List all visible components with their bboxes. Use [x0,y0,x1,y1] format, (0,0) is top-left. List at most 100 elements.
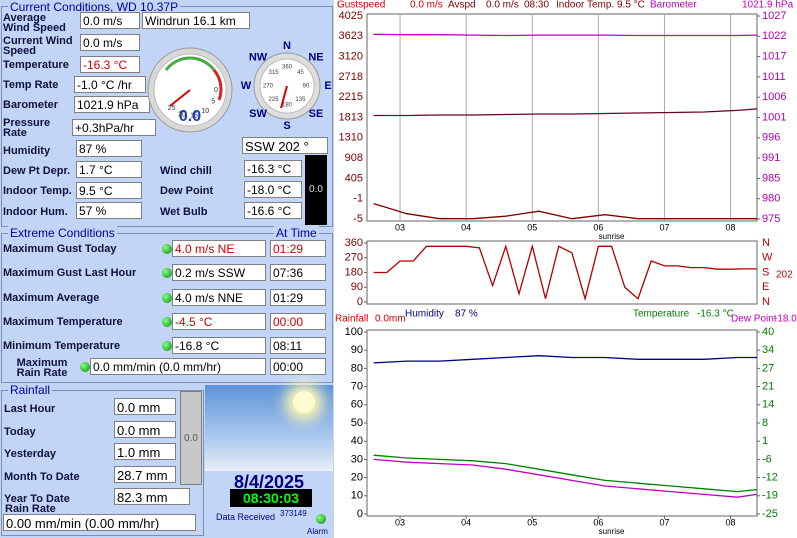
value: -16.8 °C [172,337,266,354]
gauge-scale: 15 [190,113,198,120]
value: 08:11 [270,337,326,354]
value: 87 % [76,140,142,157]
label: Dew Point [160,185,214,197]
series-line [373,202,757,220]
left-axis-label: 50 [351,417,363,429]
left-axis-label: 90 [351,344,363,356]
label: Dew Pt Depr. [3,165,71,177]
header-label: Barometer [650,0,697,11]
left-axis-label: 0 [357,296,363,308]
right-axis-label: 1017 [762,51,786,63]
status-light [162,341,172,351]
x-tick-label: 05 [527,517,537,527]
right-axis-label: N [762,237,770,249]
gauge-scale: 25 [168,105,176,112]
value: -16.3 °C [244,160,302,177]
gauge-scale: 5 [211,99,215,106]
compass-point: SW [249,108,267,120]
right-axis-label: -25 [762,508,778,520]
compass-point: N [283,40,291,52]
x-tick-label: 04 [461,222,471,232]
compass-point: NE [308,52,323,64]
left-axis-label: 0 [357,508,363,520]
compass-degree: 225 [269,97,280,103]
label: Rain Rate [5,503,56,515]
label: Maximum Temperature [3,316,123,328]
label: Barometer [3,99,59,111]
label: Month To Date [4,470,80,483]
value: 0.2 m/s SSW [172,264,266,281]
value: 07:36 [270,264,326,281]
compass-point: E [324,80,331,92]
label: Humidity [3,145,51,157]
alarm-light[interactable] [316,514,326,524]
right-axis-label: 8 [762,417,768,429]
header-label: Humidity [405,309,444,320]
date: 8/4/2025 [233,472,305,492]
header-label: Indoor Temp. [556,0,614,11]
label: Data Received [216,512,276,522]
label: Maximum Average [3,292,100,304]
value: 1.0 mm [114,443,176,460]
compass-needle [280,85,288,109]
header-label: Rainfall [335,314,368,325]
series-line [373,108,758,117]
series-line [373,355,757,364]
left-axis-label: 1310 [339,132,363,144]
value: 4.0 m/s NE [172,240,266,257]
value: -16.6 °C [244,202,302,219]
right-axis-label: 996 [762,132,780,144]
right-axis-label: 1001 [762,111,786,123]
value: 4.0 m/s NNE [172,289,266,306]
gauge-scale: 20 [178,112,186,119]
x-tick-label: 03 [395,222,405,232]
left-axis-label: 10 [351,490,363,502]
label: Indoor Temp. [3,185,72,197]
value: 0.00 mm/min (0.00 mm/hr) [3,514,196,531]
left-axis-label: 80 [351,362,363,374]
right-axis-label: -19 [762,490,778,502]
value: 00:00 [270,358,326,375]
header-value: -18.0 [774,314,797,325]
value: 00:00 [270,313,326,330]
value: 1021.9 hPa [74,96,150,113]
header-value: 87 % [455,309,478,320]
header-value: 0.0mm [375,314,406,325]
x-tick-label: 06 [593,222,603,232]
section-title: Current Conditions, WD 10.37P [8,0,181,14]
header-label: Temperature [633,309,690,320]
compass-degree: 90 [303,84,310,90]
right-axis-label: -12 [762,472,778,484]
value: Windrun 16.1 km [142,12,250,29]
panel-frame [1,233,333,383]
series-line [373,458,758,498]
right-axis-label: S [762,266,769,278]
label: Wet Bulb [160,206,208,218]
value: 0.0 mm [114,398,176,415]
label: Today [4,425,36,438]
left-axis-label: 180 [345,266,363,278]
gauge-needle [169,89,191,107]
status-light [162,293,172,303]
left-axis-label: 2215 [339,91,363,103]
value: 28.7 mm [114,465,176,483]
sun [293,391,315,413]
right-axis-label: 1011 [762,71,786,83]
right-axis-label: N [762,296,770,308]
value: 82.3 mm [114,488,190,505]
compass-point: NW [249,52,268,64]
compass-degree: 180 [282,103,293,109]
status-light [80,362,90,372]
status-light [162,244,172,254]
right-axis-label: 980 [762,193,780,205]
header-value: 1021.9 hPa [742,0,794,11]
section-title: Extreme Conditions [8,226,117,240]
right-axis-label: 1006 [762,91,786,103]
left-axis-label: 2718 [339,71,363,83]
label: Maximum Gust Today [3,243,117,255]
label: Temperature [3,59,69,71]
x-tick-label: 07 [659,222,669,232]
label: Maximum Rain Rate [16,357,68,379]
right-axis-label: 1 [762,435,768,447]
